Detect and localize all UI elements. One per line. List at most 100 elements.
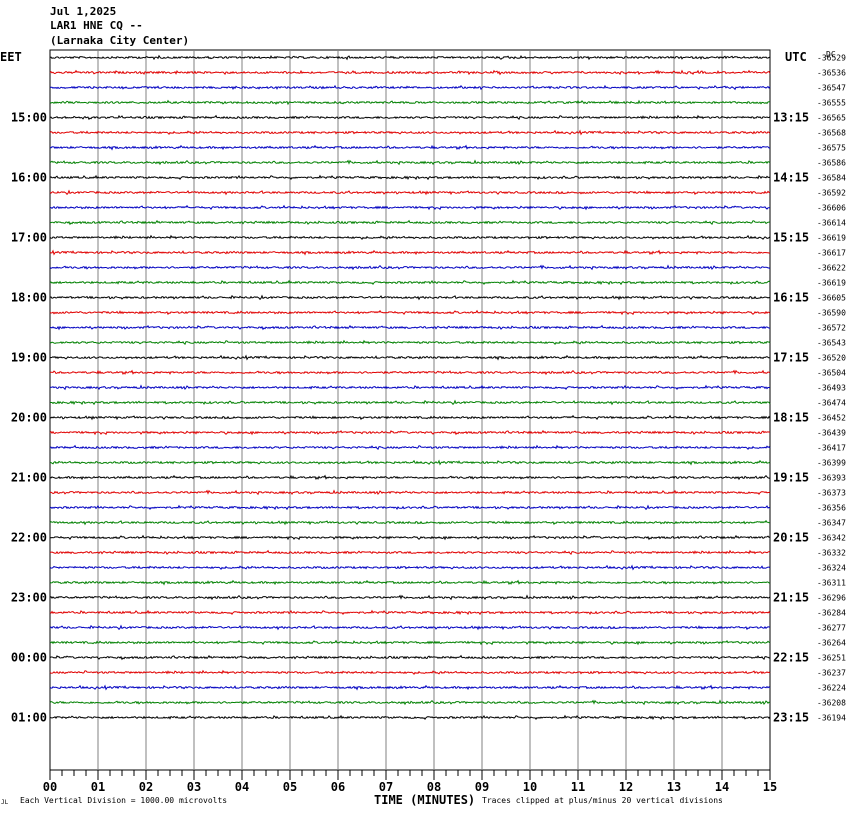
seismic-trace bbox=[49, 114, 771, 121]
label-group: 00 01 02 03 04 05 06 07 08 09 10 11 12 13 14 15 -36529 -3… bbox=[11, 54, 846, 795]
dc-label: DC bbox=[826, 50, 836, 59]
dc-offset-label: -36373 bbox=[817, 489, 846, 498]
x-tick-label: 11 bbox=[571, 780, 585, 794]
right-hour-label: 13:15 bbox=[773, 111, 809, 125]
left-hour-label: 23:00 bbox=[11, 591, 47, 605]
dc-offset-label: -36536 bbox=[817, 69, 846, 78]
seismic-trace bbox=[49, 639, 771, 646]
x-tick-label: 13 bbox=[667, 780, 681, 794]
seismic-trace bbox=[49, 204, 770, 211]
vertical-division-note: Each Vertical Division = 1000.00 microvo… bbox=[20, 796, 228, 805]
dc-offset-label: -36452 bbox=[817, 414, 846, 423]
seismic-trace bbox=[49, 189, 771, 196]
seismic-trace bbox=[49, 624, 770, 631]
x-tick-label: 05 bbox=[283, 780, 297, 794]
dc-offset-label: -36575 bbox=[817, 144, 846, 153]
seismic-trace bbox=[49, 459, 771, 466]
dc-offset-label: -36194 bbox=[817, 714, 846, 723]
plot-frame bbox=[49, 49, 771, 771]
dc-offset-label: -36332 bbox=[817, 549, 846, 558]
seismic-trace bbox=[49, 339, 771, 346]
dc-offset-label: -36555 bbox=[817, 99, 846, 108]
station-label: LAR1 HNE CQ -- bbox=[50, 19, 143, 32]
seismic-trace bbox=[49, 564, 771, 571]
x-tick-label: 10 bbox=[523, 780, 537, 794]
left-hour-label: 19:00 bbox=[11, 351, 47, 365]
dc-offset-label: -36622 bbox=[817, 264, 846, 273]
left-hour-label: 21:00 bbox=[11, 471, 47, 485]
right-hour-label: 16:15 bbox=[773, 291, 809, 305]
left-hour-label: 22:00 bbox=[11, 531, 47, 545]
dc-offset-label: -36568 bbox=[817, 129, 846, 138]
footer-mark: JL bbox=[1, 799, 9, 806]
seismic-trace bbox=[49, 534, 771, 541]
dc-offset-label: -36296 bbox=[817, 594, 846, 603]
seismic-trace bbox=[49, 309, 771, 316]
seismic-trace bbox=[49, 264, 771, 271]
seismic-trace bbox=[49, 174, 771, 181]
dc-offset-label: -36224 bbox=[817, 684, 846, 693]
dc-offset-label: -36439 bbox=[817, 429, 846, 438]
seismic-trace bbox=[49, 474, 771, 481]
seismic-trace bbox=[49, 144, 771, 151]
right-timezone-label: UTC bbox=[785, 50, 807, 64]
seismic-trace bbox=[49, 684, 771, 691]
seismic-trace bbox=[50, 324, 771, 331]
seismic-trace bbox=[50, 399, 771, 406]
dc-offset-label: -36264 bbox=[817, 639, 846, 648]
dc-offset-label: -36605 bbox=[817, 294, 846, 303]
seismic-trace bbox=[49, 429, 771, 436]
seismic-trace bbox=[49, 414, 771, 421]
x-tick-label: 15 bbox=[763, 780, 777, 794]
x-tick-label: 02 bbox=[139, 780, 153, 794]
dc-offset-label: -36520 bbox=[817, 354, 846, 363]
dc-offset-label: -36614 bbox=[817, 219, 846, 228]
seismic-trace bbox=[49, 249, 771, 256]
clipping-note: Traces clipped at plus/minus 20 vertical… bbox=[482, 796, 723, 805]
dc-offset-label: -36619 bbox=[817, 234, 846, 243]
x-tick-label: 09 bbox=[475, 780, 489, 794]
seismic-trace bbox=[49, 69, 771, 76]
left-hour-label: 15:00 bbox=[11, 111, 47, 125]
seismic-trace bbox=[49, 369, 771, 376]
right-hour-label: 20:15 bbox=[773, 531, 809, 545]
x-tick-label: 07 bbox=[379, 780, 393, 794]
dc-offset-label: -36504 bbox=[817, 369, 846, 378]
dc-offset-label: -36417 bbox=[817, 444, 846, 453]
seismic-trace bbox=[49, 669, 771, 676]
seismic-trace bbox=[49, 234, 771, 241]
seismic-trace bbox=[49, 594, 771, 601]
right-hour-label: 14:15 bbox=[773, 171, 809, 185]
seismic-trace bbox=[49, 99, 770, 106]
seismic-trace bbox=[49, 714, 771, 721]
left-hour-label: 01:00 bbox=[11, 711, 47, 725]
dc-offset-label: -36393 bbox=[817, 474, 846, 483]
left-timezone-label: EET bbox=[0, 50, 22, 64]
seismic-trace bbox=[49, 354, 771, 361]
left-hour-label: 16:00 bbox=[11, 171, 47, 185]
seismic-trace bbox=[49, 219, 771, 226]
dc-offset-label: -36342 bbox=[817, 534, 846, 543]
seismic-trace bbox=[49, 579, 771, 586]
dc-offset-label: -36277 bbox=[817, 624, 846, 633]
trace-group bbox=[49, 54, 771, 721]
seismic-trace bbox=[49, 519, 771, 526]
plot-grid bbox=[49, 49, 771, 780]
right-hour-label: 18:15 bbox=[773, 411, 809, 425]
right-hour-label: 22:15 bbox=[773, 651, 809, 665]
seismic-trace bbox=[49, 279, 771, 286]
seismic-trace bbox=[49, 504, 771, 511]
dc-offset-label: -36474 bbox=[817, 399, 846, 408]
right-hour-label: 19:15 bbox=[773, 471, 809, 485]
seismic-trace bbox=[49, 129, 771, 136]
right-hour-label: 21:15 bbox=[773, 591, 809, 605]
dc-offset-label: -36237 bbox=[817, 669, 846, 678]
dc-offset-label: -36617 bbox=[817, 249, 846, 258]
x-tick-label: 00 bbox=[43, 780, 57, 794]
dc-offset-label: -36324 bbox=[817, 564, 846, 573]
right-hour-label: 15:15 bbox=[773, 231, 809, 245]
seismic-trace bbox=[49, 54, 771, 61]
seismic-trace bbox=[49, 159, 771, 166]
dc-offset-label: -36311 bbox=[817, 579, 846, 588]
